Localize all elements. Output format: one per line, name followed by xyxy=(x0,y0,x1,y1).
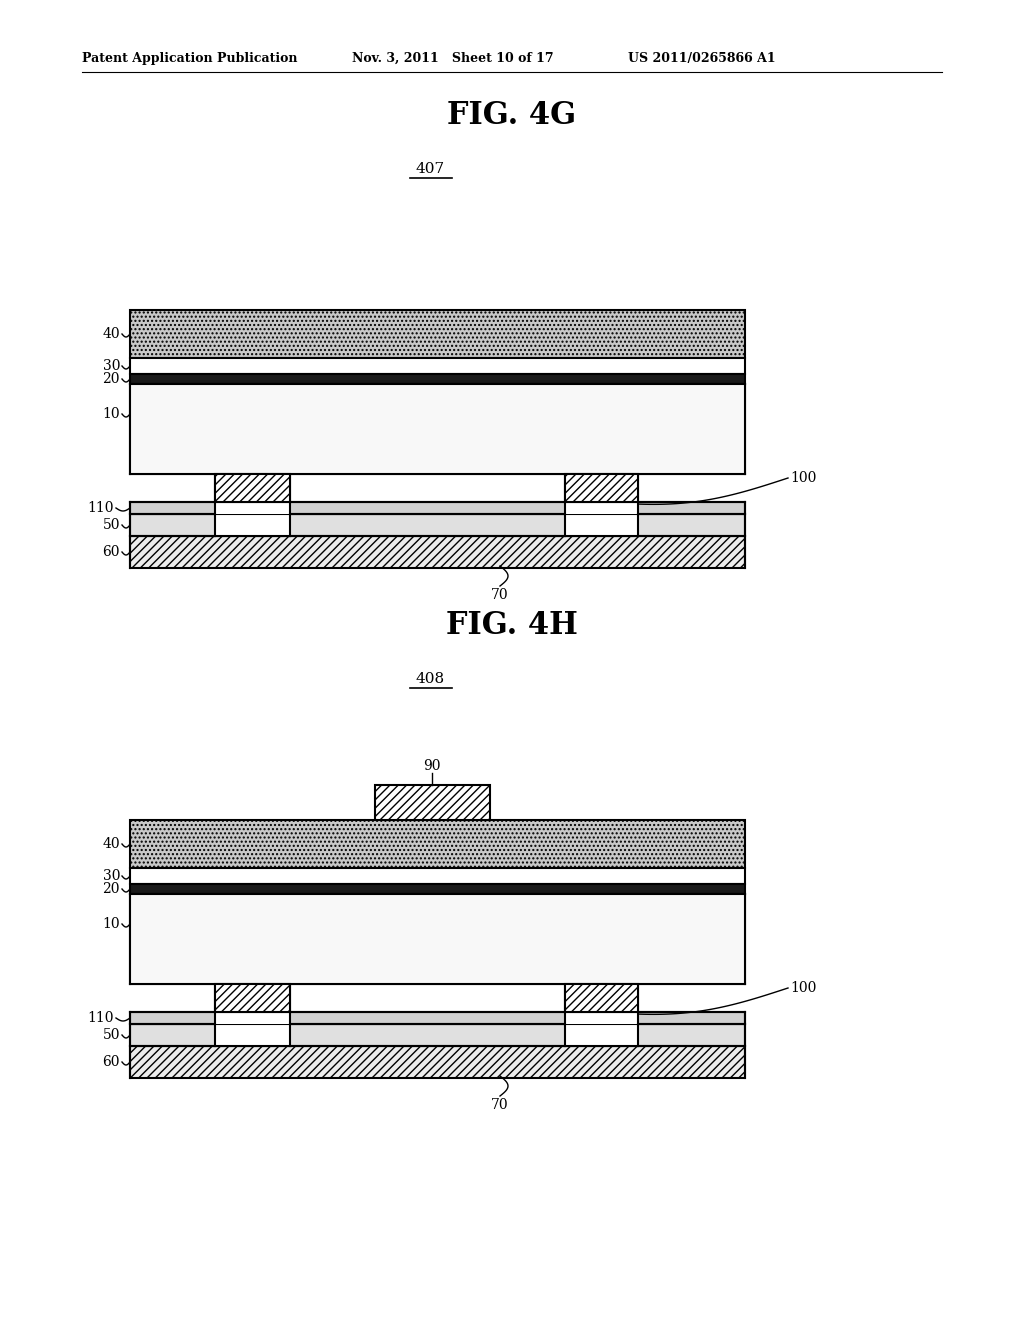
Text: 30: 30 xyxy=(102,869,120,883)
Bar xyxy=(215,1024,290,1045)
Bar xyxy=(130,869,745,884)
Text: Patent Application Publication: Patent Application Publication xyxy=(82,51,298,65)
Bar xyxy=(130,536,745,568)
Text: 70: 70 xyxy=(492,1098,509,1111)
Bar xyxy=(130,1012,745,1024)
Bar xyxy=(215,502,290,513)
Text: 50: 50 xyxy=(102,517,120,532)
Text: 10: 10 xyxy=(102,917,120,931)
Bar xyxy=(565,474,638,502)
Bar xyxy=(130,820,745,869)
Bar xyxy=(130,894,745,983)
Bar xyxy=(215,983,290,1012)
Bar xyxy=(565,1012,638,1024)
Bar xyxy=(565,474,638,502)
Text: Nov. 3, 2011   Sheet 10 of 17: Nov. 3, 2011 Sheet 10 of 17 xyxy=(352,51,554,65)
Bar xyxy=(130,894,745,983)
Bar xyxy=(130,384,745,474)
Text: 407: 407 xyxy=(416,162,444,176)
Text: 90: 90 xyxy=(423,759,440,774)
Bar xyxy=(565,983,638,1012)
Bar xyxy=(130,513,745,536)
Text: 30: 30 xyxy=(102,359,120,374)
Bar xyxy=(215,474,290,502)
Bar xyxy=(215,983,290,1012)
Bar xyxy=(215,513,290,536)
Text: 70: 70 xyxy=(492,587,509,602)
Text: 40: 40 xyxy=(102,837,120,851)
Text: 10: 10 xyxy=(102,407,120,421)
Text: 100: 100 xyxy=(790,471,816,484)
Text: FIG. 4G: FIG. 4G xyxy=(447,100,577,131)
Bar xyxy=(215,474,290,502)
Text: FIG. 4H: FIG. 4H xyxy=(446,610,578,642)
Bar xyxy=(565,513,638,536)
Bar xyxy=(130,374,745,384)
Text: 40: 40 xyxy=(102,327,120,341)
Text: 60: 60 xyxy=(102,1055,120,1069)
Bar xyxy=(130,384,745,474)
Bar xyxy=(130,358,745,374)
Bar xyxy=(130,502,745,513)
Bar xyxy=(215,1012,290,1024)
Bar xyxy=(130,310,745,358)
Bar xyxy=(130,884,745,894)
Text: 20: 20 xyxy=(102,882,120,896)
Text: 50: 50 xyxy=(102,1028,120,1041)
Bar xyxy=(375,785,490,820)
Text: US 2011/0265866 A1: US 2011/0265866 A1 xyxy=(628,51,775,65)
Text: 100: 100 xyxy=(790,981,816,995)
Text: 408: 408 xyxy=(416,672,444,686)
Text: 20: 20 xyxy=(102,372,120,385)
Bar xyxy=(565,983,638,1012)
Bar xyxy=(130,1045,745,1078)
Text: 110: 110 xyxy=(87,502,114,515)
Text: 110: 110 xyxy=(87,1011,114,1026)
Bar xyxy=(565,502,638,513)
Text: 60: 60 xyxy=(102,545,120,558)
Bar xyxy=(130,1024,745,1045)
Bar xyxy=(565,1024,638,1045)
